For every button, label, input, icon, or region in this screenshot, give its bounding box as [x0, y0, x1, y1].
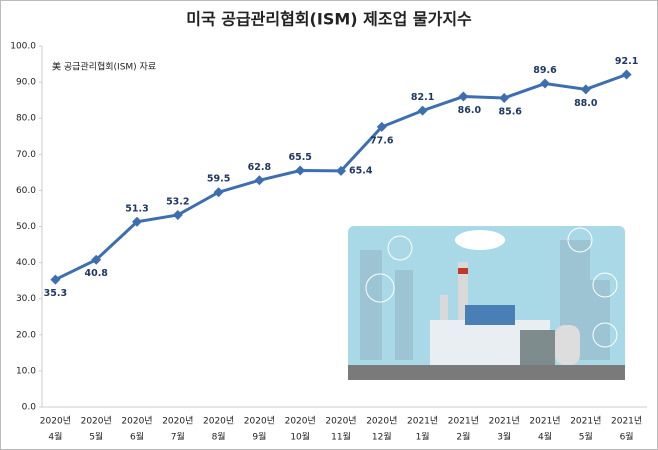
x-tick-label: 1월: [416, 431, 430, 443]
x-tick-label: 3월: [497, 431, 511, 443]
marker: [458, 91, 469, 102]
y-tick-label: 20.0: [16, 330, 36, 340]
x-tick-label: 2020년: [285, 416, 316, 427]
data-label: 82.1: [411, 92, 434, 103]
marker: [621, 69, 632, 80]
data-label: 85.6: [498, 106, 522, 117]
data-label: 65.5: [288, 152, 311, 163]
marker: [540, 78, 550, 89]
x-tick-label: 2020년: [81, 416, 112, 427]
x-tick-label: 2020년: [325, 416, 356, 427]
y-tick-label: 0.0: [22, 403, 37, 413]
x-tick-label: 10월: [290, 431, 310, 443]
data-label: 89.6: [533, 65, 557, 76]
x-tick-label: 2020년: [203, 416, 234, 427]
x-tick-label: 2020년: [244, 416, 275, 427]
x-tick-label: 2020년: [40, 416, 71, 427]
x-tick-label: 2021년: [448, 416, 479, 427]
marker: [254, 175, 265, 186]
x-tick-label: 8월: [212, 431, 226, 443]
marker: [580, 84, 591, 95]
data-label: 88.0: [574, 98, 598, 109]
chart-title: 미국 공급관리협회(ISM) 제조업 물가지수: [186, 10, 472, 29]
data-label: 59.5: [207, 174, 230, 185]
data-label: 65.4: [349, 165, 373, 176]
data-label: 40.8: [84, 268, 108, 279]
marker: [376, 121, 387, 132]
y-tick-label: 50.0: [16, 222, 36, 232]
x-tick-label: 12월: [372, 431, 392, 443]
annotation: 美 공급관리협회(ISM) 자료: [52, 61, 156, 73]
marker: [499, 92, 510, 103]
x-tick-label: 2020년: [121, 416, 152, 427]
marker: [213, 187, 224, 198]
x-tick-label: 2020년: [366, 416, 397, 427]
marker: [91, 254, 102, 265]
y-tick-label: 70.0: [16, 150, 36, 160]
x-tick-label: 6월: [620, 431, 634, 443]
data-label: 92.1: [615, 56, 638, 67]
x-tick-label: 2월: [456, 431, 470, 443]
marker: [132, 216, 142, 227]
y-tick-label: 100.0: [10, 42, 36, 52]
x-tick-label: 2021년: [611, 416, 642, 427]
x-tick-label: 2021년: [529, 416, 560, 427]
x-tick-label: 5월: [89, 431, 103, 443]
x-tick-label: 5월: [579, 431, 593, 443]
x-tick-label: 4월: [48, 431, 62, 443]
y-tick-label: 80.0: [16, 114, 36, 124]
x-tick-label: 11월: [331, 431, 351, 443]
data-label: 77.6: [370, 135, 394, 146]
data-label: 62.8: [248, 162, 272, 173]
data-label: 86.0: [458, 105, 482, 116]
x-tick-label: 2021년: [489, 416, 520, 427]
marker: [50, 274, 61, 285]
data-label: 53.2: [166, 196, 189, 207]
x-tick-label: 9월: [252, 431, 266, 443]
x-tick-label: 6월: [130, 431, 144, 443]
x-tick-label: 2021년: [407, 416, 438, 427]
data-label: 35.3: [44, 288, 67, 299]
y-tick-label: 10.0: [16, 366, 36, 376]
y-tick-label: 60.0: [16, 186, 36, 196]
y-tick-label: 90.0: [16, 78, 36, 88]
x-tick-label: 4월: [538, 431, 552, 443]
marker: [417, 105, 428, 116]
y-tick-label: 30.0: [16, 294, 36, 304]
x-tick-label: 2020년: [162, 416, 193, 427]
factory-illustration: [348, 226, 625, 380]
x-tick-label: 7월: [171, 431, 185, 443]
marker: [295, 165, 306, 176]
x-tick-label: 2021년: [570, 416, 601, 427]
y-tick-label: 40.0: [16, 258, 36, 268]
data-label: 51.3: [125, 203, 148, 214]
marker: [172, 209, 183, 220]
marker: [336, 165, 346, 176]
